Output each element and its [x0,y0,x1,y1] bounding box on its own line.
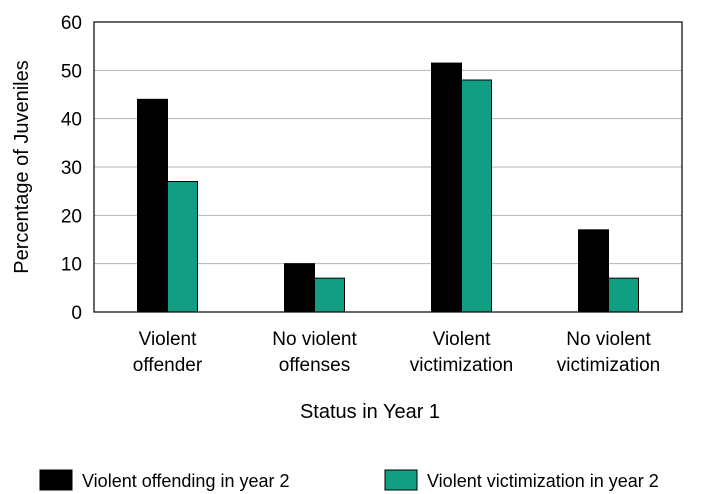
y-tick-label: 20 [61,206,82,227]
x-tick-label: No violent [566,329,651,350]
x-axis-label: Status in Year 1 [300,401,440,423]
x-tick-label: victimization [557,355,660,376]
legend: Violent offending in year 2 Violent victi… [39,469,659,491]
y-tick-label: 30 [61,158,82,179]
y-tick-label: 50 [61,61,82,82]
y-tick-label: 60 [61,13,82,34]
x-tick-label: Violent [139,329,197,350]
legend-swatch [384,469,418,491]
bar-series2-cat2 [314,277,345,313]
bar-series2-cat3 [461,79,492,313]
legend-label: Violent victimization in year 2 [427,471,659,491]
x-tick-labels: Violent offender No violent offenses Violent… [133,329,660,376]
bar-series1-cat3 [431,62,462,313]
x-tick-label: victimization [410,355,513,376]
x-tick-label: offender [133,355,203,376]
bar-series1-cat2 [284,263,315,313]
bars [137,62,639,313]
x-tick-label: Violent [433,329,491,350]
x-tick-label: offenses [279,355,350,376]
x-tick-label: No violent [272,329,357,350]
plot-frame [93,21,683,313]
y-tick-label: 40 [61,110,82,131]
y-tick-label: 0 [71,303,82,324]
bar-series2-cat1 [167,181,198,313]
bar-series1-cat4 [578,229,609,313]
bar-series1-cat1 [137,98,168,313]
legend-label: Violent offending in year 2 [82,471,290,491]
y-tick-label: 10 [61,255,82,276]
y-tick-labels: 0 10 20 30 40 50 60 [61,13,82,324]
y-axis-label: Percentage of Juveniles [11,60,33,273]
legend-swatch [39,469,73,491]
bar-series2-cat4 [608,277,639,313]
